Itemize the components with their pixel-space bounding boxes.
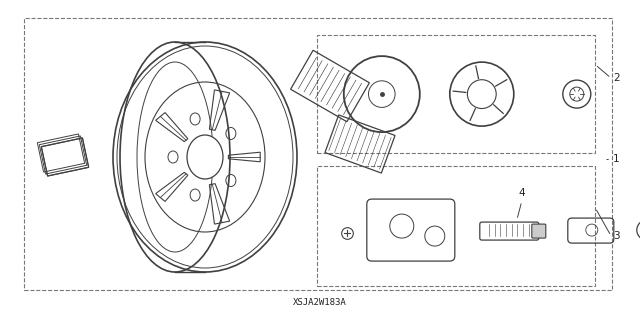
Bar xyxy=(24,18,612,290)
FancyBboxPatch shape xyxy=(532,224,546,238)
Bar xyxy=(317,166,595,286)
Text: 3: 3 xyxy=(613,231,620,241)
Text: 2: 2 xyxy=(613,73,620,83)
Text: 4: 4 xyxy=(518,188,525,198)
Bar xyxy=(317,35,595,153)
Text: XSJA2W183A: XSJA2W183A xyxy=(293,298,347,307)
Ellipse shape xyxy=(187,135,223,179)
Text: 1: 1 xyxy=(613,154,620,165)
